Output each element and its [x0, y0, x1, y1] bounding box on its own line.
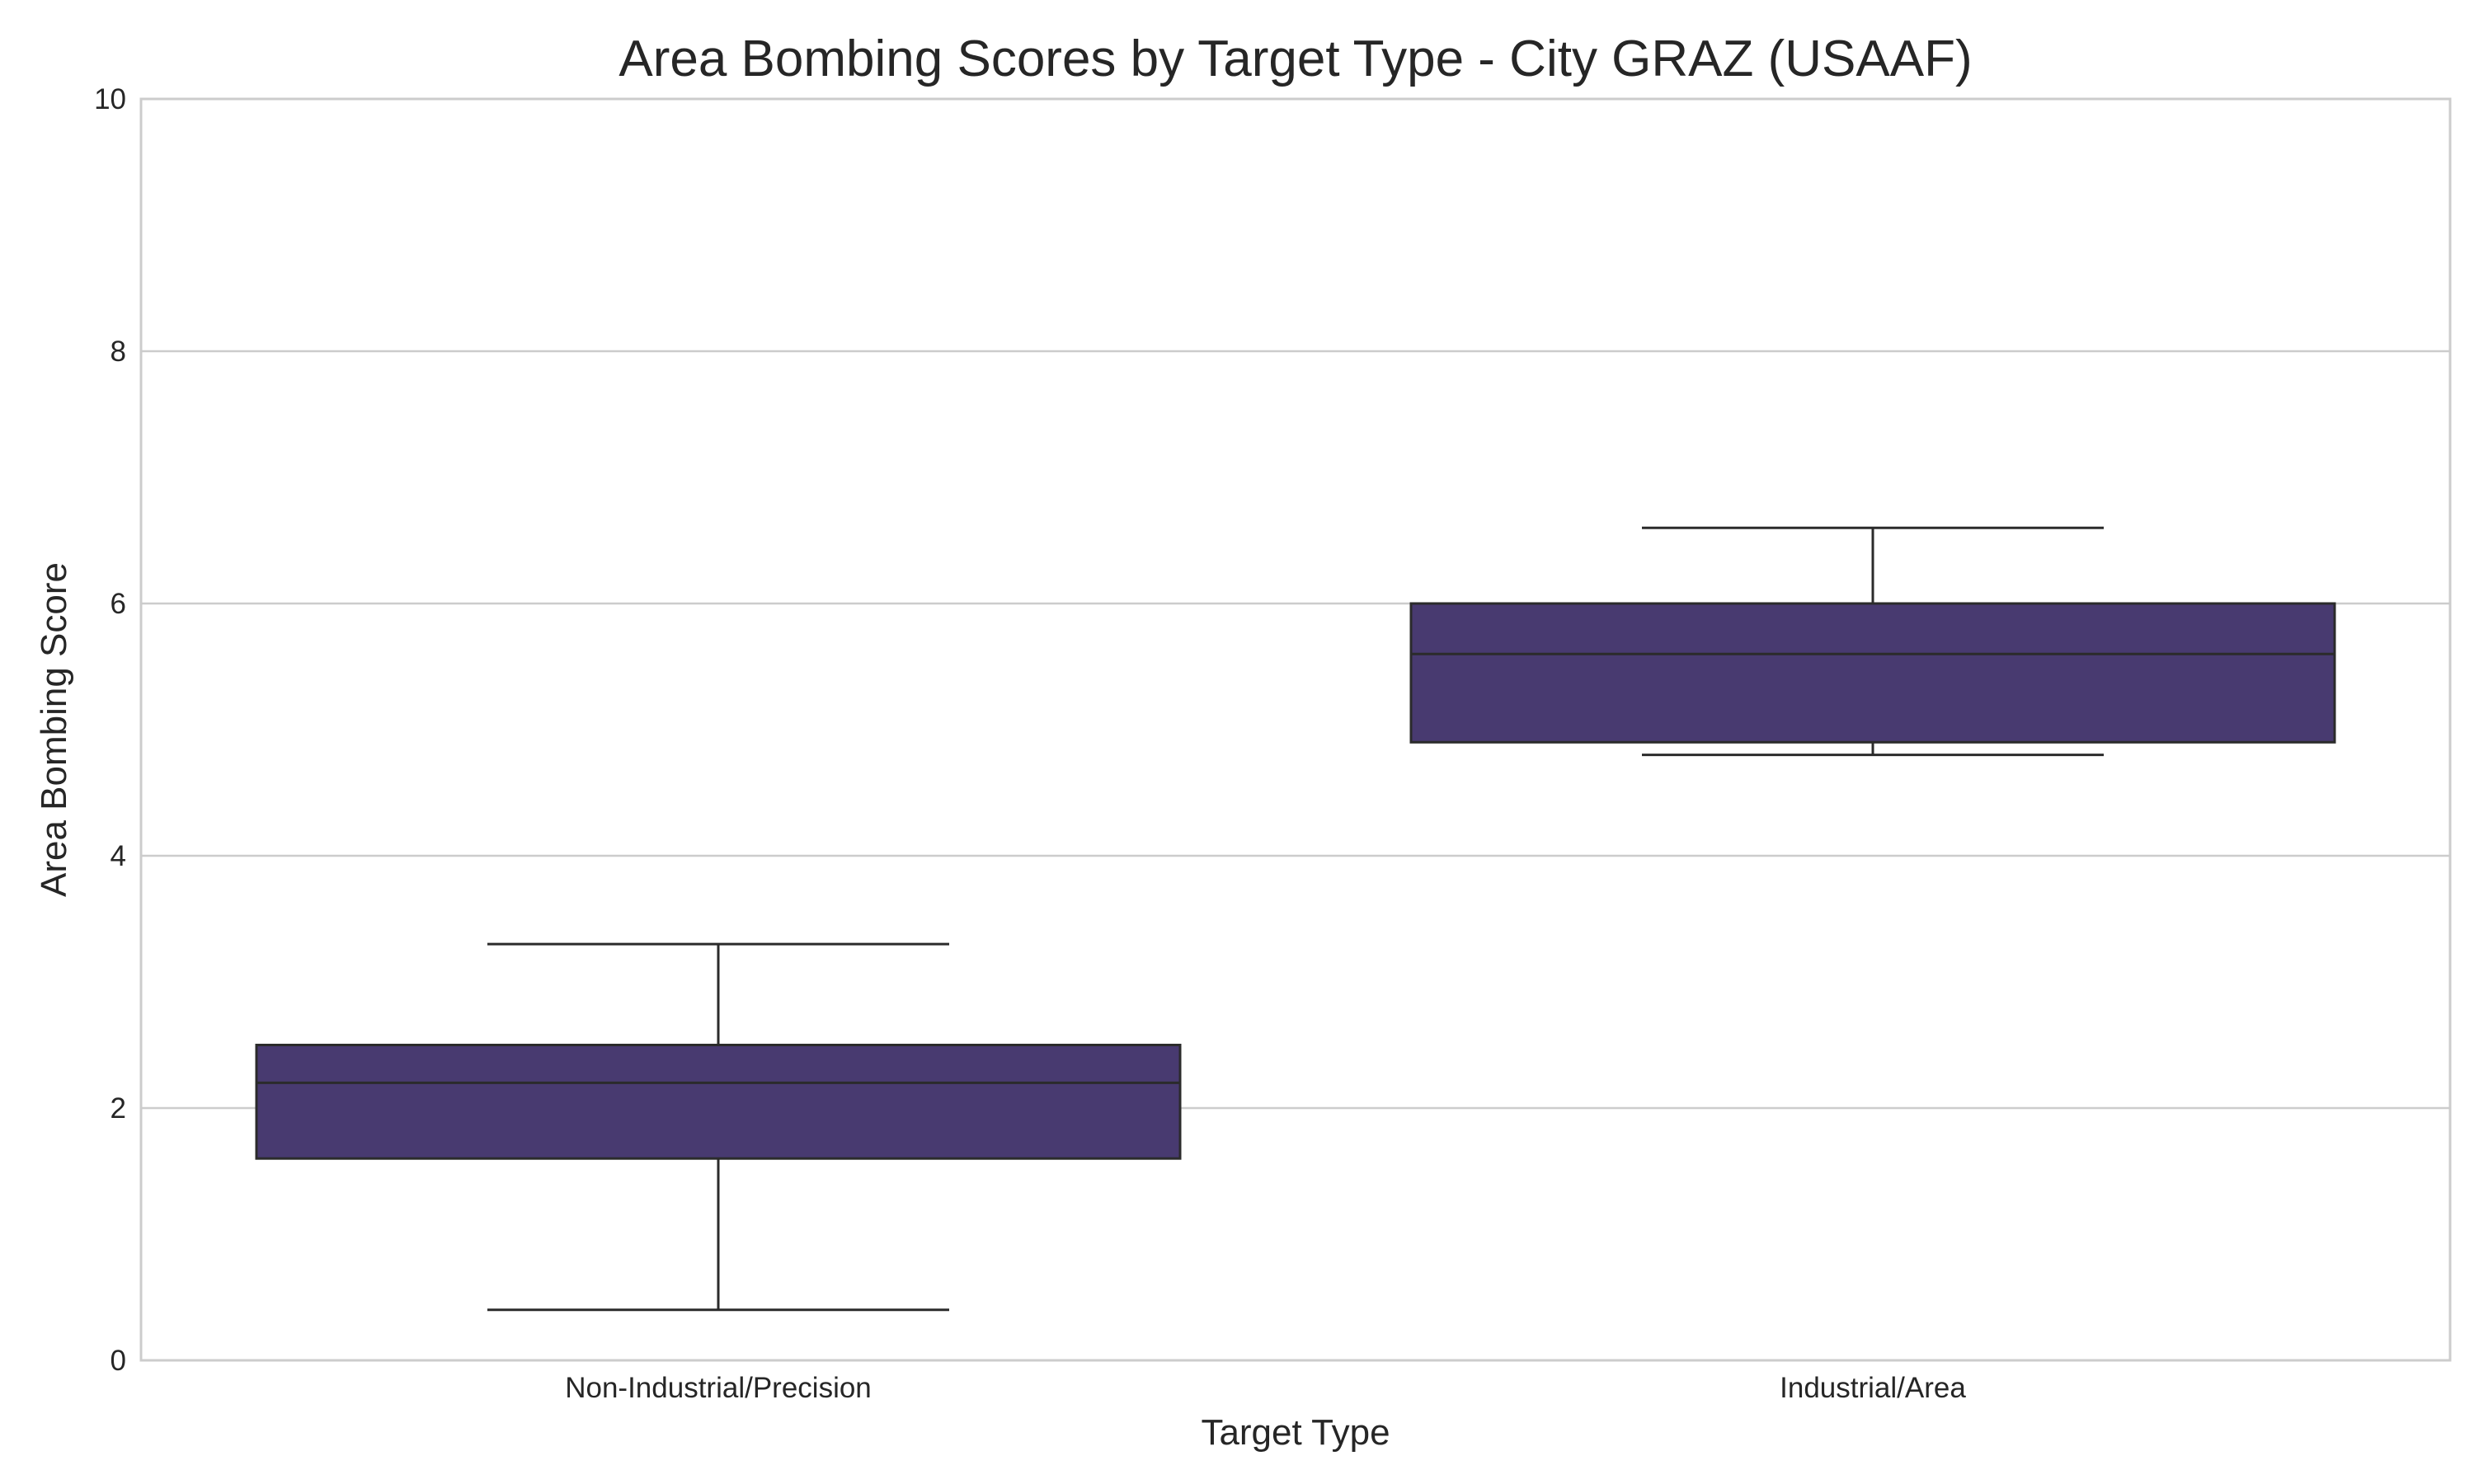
x-tick-label: Non-Industrial/Precision	[565, 1372, 872, 1404]
y-tick-labels: 0 2 4 6 8 10	[94, 83, 126, 1377]
plot-frame	[139, 97, 2452, 1362]
y-tick-label: 8	[111, 336, 126, 368]
y-tick-label: 0	[111, 1345, 126, 1377]
y-tick-label: 10	[94, 83, 126, 115]
box-2	[1409, 526, 2336, 757]
x-tick-label: Industrial/Area	[1780, 1372, 1966, 1404]
box-series	[255, 526, 2336, 1312]
x-axis-title: Target Type	[1201, 1412, 1390, 1453]
box-1	[255, 942, 1182, 1312]
grid-lines	[141, 350, 2450, 1110]
iqr-box	[255, 1044, 1182, 1160]
chart-title: Area Bombing Scores by Target Type - Cit…	[618, 31, 1972, 87]
iqr-box	[1409, 602, 2336, 744]
y-tick-label: 6	[111, 588, 126, 620]
x-tick-labels: Non-Industrial/Precision Industrial/Area	[565, 1372, 1966, 1404]
y-tick-label: 4	[111, 840, 126, 872]
y-axis-title: Area Bombing Score	[34, 562, 74, 897]
y-tick-label: 2	[111, 1092, 126, 1125]
